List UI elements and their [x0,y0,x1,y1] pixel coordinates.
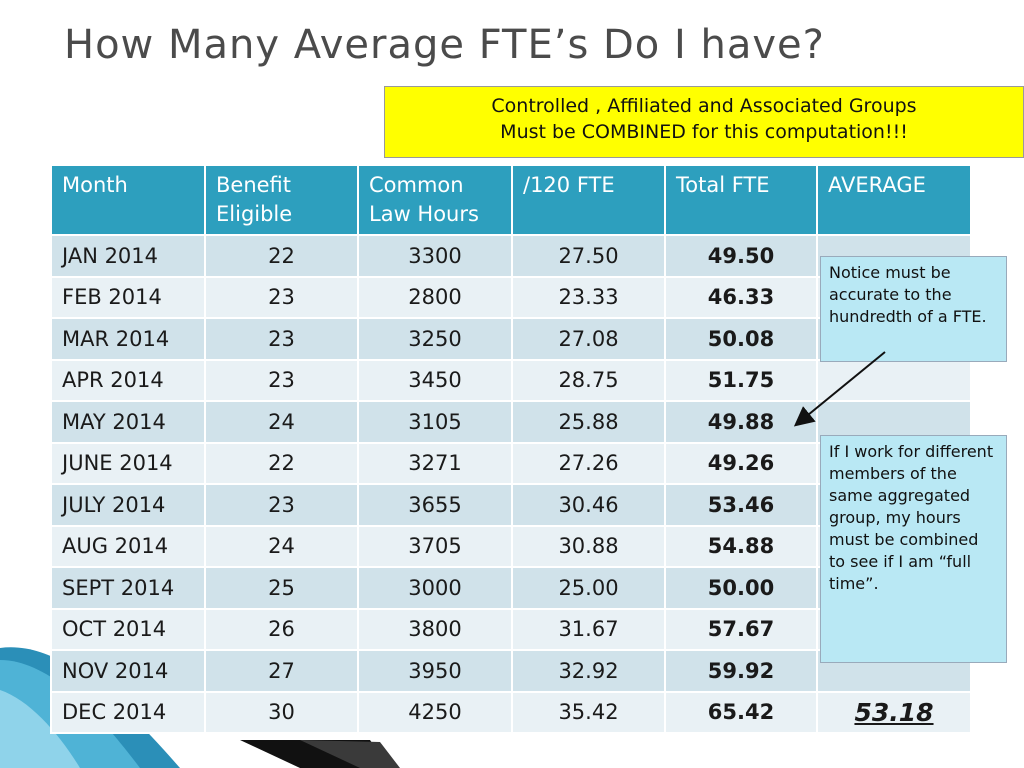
cell-benefit: 23 [204,358,359,402]
cell-month: SEPT 2014 [50,566,206,610]
callout-line-2: Must be COMBINED for this computation!!! [500,121,908,143]
cell-benefit: 23 [204,483,359,527]
cell-hours: 2800 [357,275,513,319]
cell-hours: 3000 [357,566,513,610]
header-common-line1: Common [369,173,464,197]
combined-groups-callout: Controlled , Affiliated and Associated G… [384,86,1024,158]
cell-month: NOV 2014 [50,649,206,693]
cell-hours: 3950 [357,649,513,693]
callout-line-1: Controlled , Affiliated and Associated G… [491,95,917,117]
cell-benefit: 27 [204,649,359,693]
cell-hours: 4250 [357,690,513,734]
cell-month: MAY 2014 [50,400,206,444]
header-common-line2: Law Hours [369,202,479,226]
cell-month: DEC 2014 [50,690,206,734]
table-header-row: Month Benefit Eligible Common Law Hours … [50,164,972,236]
cell-month: JAN 2014 [50,234,206,278]
cell-total: 49.88 [664,400,818,444]
cell-fte: 25.00 [511,566,666,610]
cell-average: 53.18 [816,690,972,734]
header-month: Month [50,164,206,236]
cell-benefit: 24 [204,524,359,568]
cell-benefit: 30 [204,690,359,734]
cell-total: 57.67 [664,607,818,651]
cell-month: OCT 2014 [50,607,206,651]
cell-total: 50.08 [664,317,818,361]
cell-fte: 27.50 [511,234,666,278]
cell-total: 59.92 [664,649,818,693]
cell-fte: 28.75 [511,358,666,402]
cell-fte: 27.26 [511,441,666,485]
cell-month: JULY 2014 [50,483,206,527]
cell-benefit: 23 [204,317,359,361]
cell-hours: 3450 [357,358,513,402]
header-benefit-eligible: Benefit Eligible [204,164,359,236]
cell-total: 50.00 [664,566,818,610]
cell-month: MAR 2014 [50,317,206,361]
cell-fte: 25.88 [511,400,666,444]
table-row: APR 2014 23 3450 28.75 51.75 [50,358,972,402]
cell-total: 65.42 [664,690,818,734]
cell-hours: 3800 [357,607,513,651]
cell-month: APR 2014 [50,358,206,402]
cell-total: 53.46 [664,483,818,527]
cell-total: 54.88 [664,524,818,568]
cell-hours: 3655 [357,483,513,527]
accuracy-note: Notice must be accurate to the hundredth… [820,256,1007,362]
cell-fte: 23.33 [511,275,666,319]
cell-hours: 3105 [357,400,513,444]
slide-title: How Many Average FTE’s Do I have? [64,22,825,68]
cell-hours: 3705 [357,524,513,568]
cell-hours: 3271 [357,441,513,485]
cell-benefit: 22 [204,234,359,278]
header-120-fte: /120 FTE [511,164,666,236]
cell-fte: 31.67 [511,607,666,651]
cell-hours: 3250 [357,317,513,361]
cell-total: 46.33 [664,275,818,319]
average-value: 53.18 [854,697,934,727]
cell-fte: 35.42 [511,690,666,734]
header-total-fte: Total FTE [664,164,818,236]
header-benefit-line1: Benefit [216,173,292,197]
header-common-law-hours: Common Law Hours [357,164,513,236]
cell-month: JUNE 2014 [50,441,206,485]
cell-fte: 32.92 [511,649,666,693]
cell-hours: 3300 [357,234,513,278]
cell-benefit: 26 [204,607,359,651]
cell-fte: 30.46 [511,483,666,527]
aggregated-group-note: If I work for different members of the s… [820,435,1007,663]
cell-fte: 30.88 [511,524,666,568]
fte-table: Month Benefit Eligible Common Law Hours … [50,164,972,734]
header-average: AVERAGE [816,164,972,236]
cell-fte: 27.08 [511,317,666,361]
cell-month: FEB 2014 [50,275,206,319]
cell-benefit: 24 [204,400,359,444]
cell-month: AUG 2014 [50,524,206,568]
cell-total: 51.75 [664,358,818,402]
cell-average [816,358,972,402]
header-benefit-line2: Eligible [216,202,293,226]
cell-benefit: 25 [204,566,359,610]
table-row: DEC 2014 30 4250 35.42 65.42 53.18 [50,690,972,734]
cell-benefit: 23 [204,275,359,319]
cell-total: 49.26 [664,441,818,485]
cell-benefit: 22 [204,441,359,485]
cell-total: 49.50 [664,234,818,278]
